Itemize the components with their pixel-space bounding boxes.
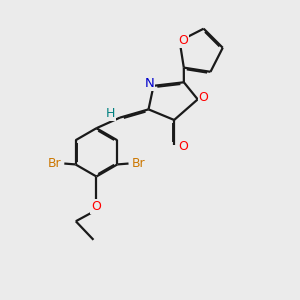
Text: O: O (178, 34, 188, 47)
Text: O: O (178, 140, 188, 153)
Text: O: O (199, 92, 208, 104)
Text: Br: Br (47, 157, 61, 170)
Text: H: H (106, 107, 115, 120)
Text: N: N (145, 77, 154, 90)
Text: O: O (92, 200, 101, 213)
Text: Br: Br (132, 157, 145, 170)
